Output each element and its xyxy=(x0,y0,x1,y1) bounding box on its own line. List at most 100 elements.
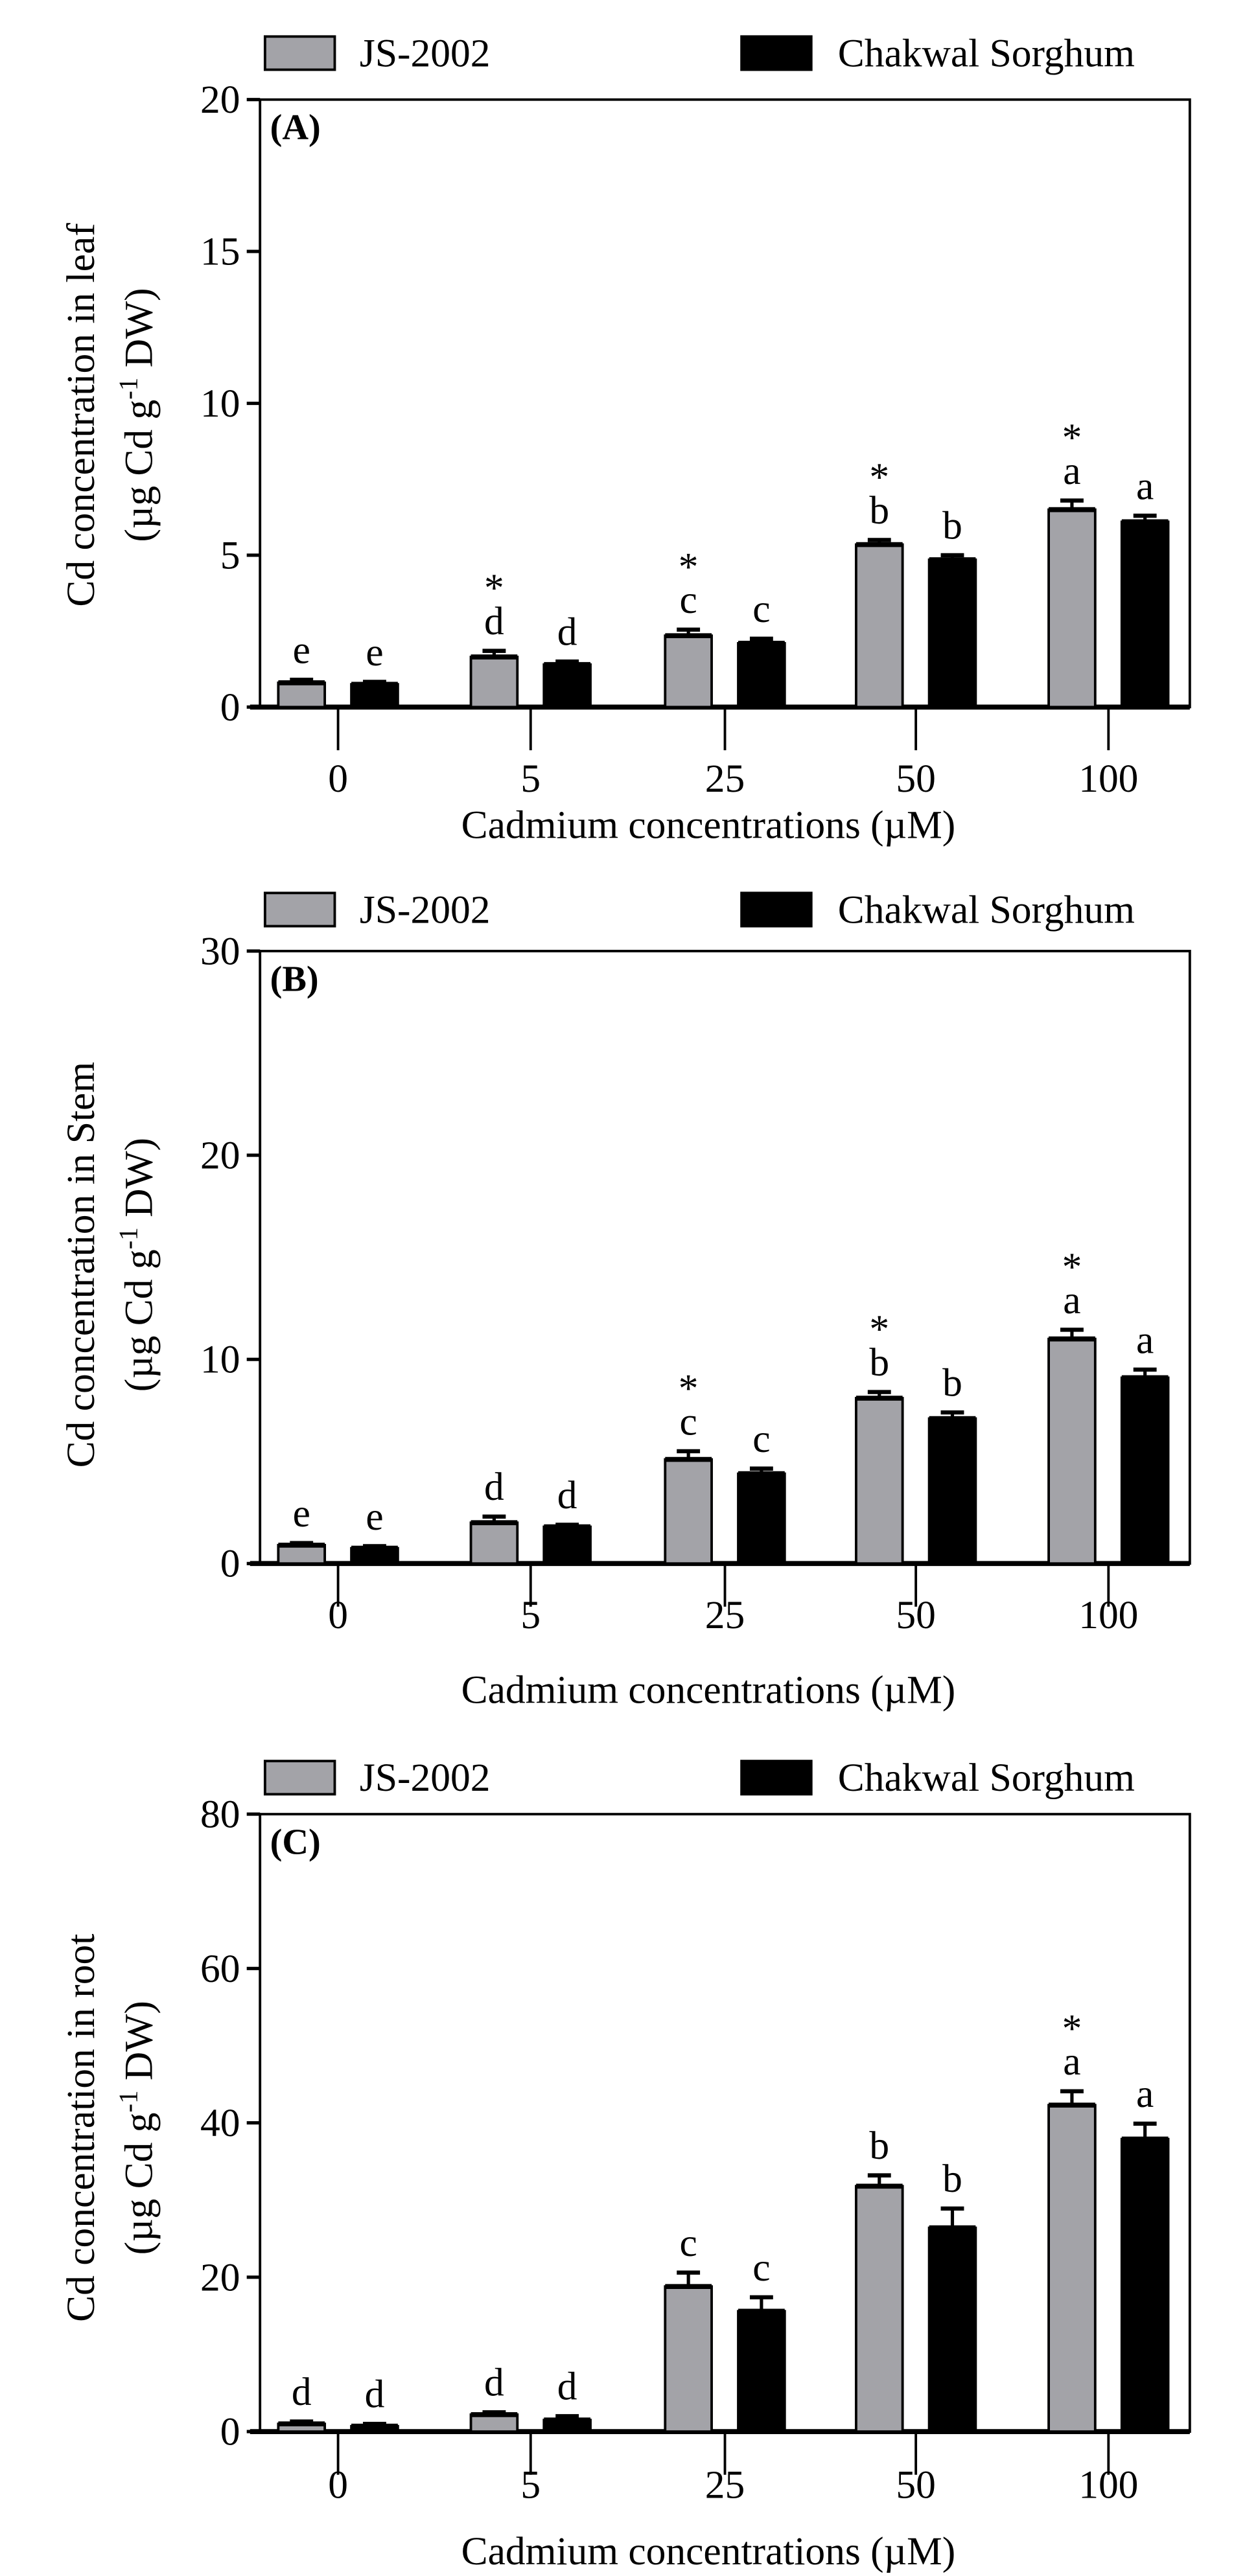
bar-js-2002 xyxy=(277,681,327,709)
legend-label: JS-2002 xyxy=(360,31,491,75)
bar-chakwal-sorghum xyxy=(737,2310,786,2433)
significance-star: * xyxy=(869,455,889,500)
y-tick-label: 60 xyxy=(200,1947,240,1991)
x-tick-label: 100 xyxy=(1078,2463,1138,2507)
significance-star: * xyxy=(484,566,504,610)
significance-letter: b xyxy=(869,1340,889,1385)
y-tick-label: 0 xyxy=(220,2410,240,2454)
bar-chakwal-sorghum xyxy=(542,1525,592,1565)
legend-swatch xyxy=(263,35,336,71)
bar-js-2002 xyxy=(854,1397,904,1565)
significance-letter: b xyxy=(942,503,962,547)
x-axis-title: Cadmium concentrations (µM) xyxy=(461,803,956,847)
panel-label: (A) xyxy=(270,108,321,148)
x-tick-label: 5 xyxy=(520,2463,541,2507)
significance-letter: e xyxy=(293,628,310,673)
significance-letter: b xyxy=(942,2157,962,2201)
bar-js-2002 xyxy=(469,656,519,709)
bar-chakwal-sorghum xyxy=(1120,2137,1170,2433)
bar-chakwal-sorghum xyxy=(1120,1376,1170,1565)
bar-js-2002 xyxy=(664,634,713,709)
bar-js-2002 xyxy=(664,1458,713,1565)
bar-chakwal-sorghum xyxy=(737,1472,786,1565)
significance-letter: a xyxy=(1136,1318,1154,1362)
chart-panel-a: JS-2002 Chakwal Sorghum 0 5 10 15 20 0 5 25 50 100 e… xyxy=(59,31,1191,847)
bar-chakwal-sorghum xyxy=(927,1417,977,1565)
x-tick-label: 25 xyxy=(705,757,745,801)
y-tick-label: 40 xyxy=(200,2101,240,2145)
x-tick-label: 5 xyxy=(520,757,541,801)
x-tick-label: 50 xyxy=(896,757,935,801)
significance-letter: d xyxy=(557,610,577,654)
x-tick-label: 50 xyxy=(896,1593,935,1637)
y-axis-unit: (µg Cd g-1 DW) xyxy=(113,2001,161,2255)
significance-letter: e xyxy=(366,630,383,674)
bar-chakwal-sorghum xyxy=(737,641,786,709)
significance-letter: c xyxy=(752,1417,770,1461)
legend-label: JS-2002 xyxy=(360,888,491,932)
significance-letter: a xyxy=(1063,449,1080,493)
x-axis-title: Cadmium concentrations (µM) xyxy=(461,2529,956,2573)
y-tick-label: 15 xyxy=(200,230,240,274)
significance-letter: b xyxy=(942,1361,962,1405)
bar-js-2002 xyxy=(469,1521,519,1565)
significance-star: * xyxy=(1062,416,1082,460)
y-tick-label: 0 xyxy=(220,1542,240,1586)
y-tick-label: 10 xyxy=(200,1338,240,1382)
chart-panel-b: JS-2002 Chakwal Sorghum 0 10 20 30 0 5 25 50 100 e d… xyxy=(59,888,1191,1712)
significance-letter: c xyxy=(680,1399,697,1443)
bar-js-2002 xyxy=(664,2285,713,2433)
significance-letter: c xyxy=(752,2246,770,2290)
legend-label: Chakwal Sorghum xyxy=(838,31,1135,75)
significance-letter: d xyxy=(292,2370,312,2414)
y-tick-label: 10 xyxy=(200,382,240,426)
y-tick-label: 20 xyxy=(200,1134,240,1178)
legend-label: Chakwal Sorghum xyxy=(838,1756,1135,1800)
significance-letter: c xyxy=(680,2221,697,2265)
significance-letter: e xyxy=(366,1495,383,1539)
y-axis-title: Cd concentration in Stem xyxy=(59,1062,103,1468)
panel-label: (B) xyxy=(270,959,319,999)
x-tick-label: 25 xyxy=(705,1593,745,1637)
y-axis-unit: (µg Cd g-1 DW) xyxy=(113,1138,161,1392)
y-tick-label: 0 xyxy=(220,685,240,730)
y-axis-unit: (µg Cd g-1 DW) xyxy=(113,288,161,542)
bar-chakwal-sorghum xyxy=(927,558,977,709)
significance-star: * xyxy=(679,545,699,589)
y-tick-label: 5 xyxy=(220,533,240,577)
legend-swatch xyxy=(740,1760,813,1796)
legend-label: Chakwal Sorghum xyxy=(838,888,1135,932)
significance-letter: d xyxy=(484,599,504,643)
significance-letter: a xyxy=(1063,2040,1080,2084)
panel-label: (C) xyxy=(270,1823,321,1863)
legend-label: JS-2002 xyxy=(360,1756,491,1800)
legend-swatch xyxy=(263,891,336,928)
bar-js-2002 xyxy=(277,1543,327,1565)
bar-js-2002 xyxy=(469,2413,519,2433)
x-tick-label: 100 xyxy=(1078,757,1138,801)
x-tick-label: 5 xyxy=(520,1593,541,1637)
significance-letter: d xyxy=(557,1473,577,1517)
significance-star: * xyxy=(1062,1245,1082,1289)
y-axis-title: Cd concentration in root xyxy=(59,1934,103,2322)
significance-letter: b xyxy=(869,489,889,533)
significance-letter: d xyxy=(557,2365,577,2409)
bar-js-2002 xyxy=(1047,2104,1097,2433)
significance-letter: d xyxy=(365,2373,385,2417)
significance-letter: b xyxy=(869,2124,889,2168)
significance-letter: a xyxy=(1136,2072,1154,2116)
y-tick-label: 20 xyxy=(200,2255,240,2299)
legend-swatch xyxy=(740,891,813,928)
significance-star: * xyxy=(679,1366,699,1410)
x-tick-label: 0 xyxy=(328,1593,348,1637)
bar-js-2002 xyxy=(854,543,904,709)
x-tick-label: 50 xyxy=(896,2463,935,2507)
x-tick-label: 0 xyxy=(328,2463,348,2507)
significance-letter: a xyxy=(1063,1278,1080,1322)
bar-chakwal-sorghum xyxy=(1120,520,1170,709)
significance-letter: d xyxy=(484,1465,504,1509)
bar-chakwal-sorghum xyxy=(927,2226,977,2433)
legend-swatch xyxy=(740,35,813,71)
significance-letter: d xyxy=(484,2361,504,2405)
bar-js-2002 xyxy=(1047,1337,1097,1565)
